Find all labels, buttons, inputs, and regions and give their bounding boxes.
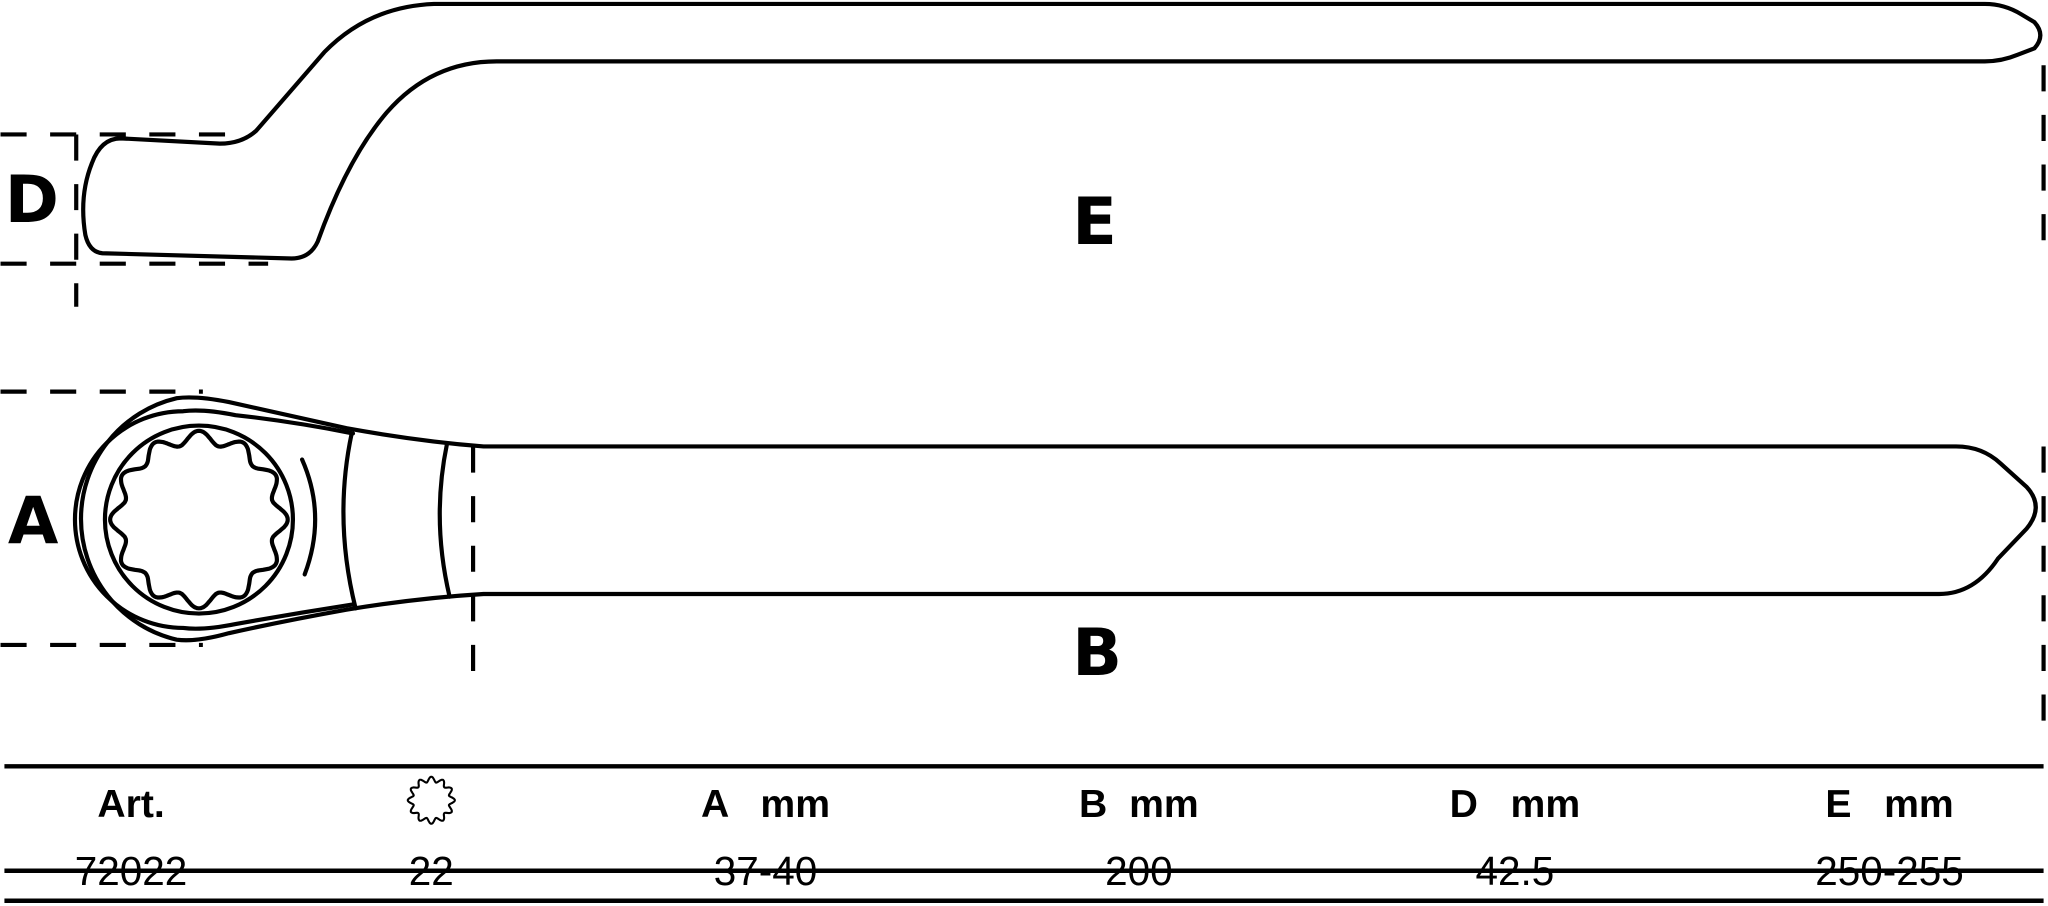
label-a: A — [8, 483, 59, 559]
top-view-outline — [78, 395, 2038, 643]
header-art: Art. — [97, 783, 164, 826]
neck-line-1 — [341, 431, 358, 611]
cell-b: 200 — [1105, 848, 1173, 894]
cell-a: 37-40 — [714, 848, 817, 894]
header-a-mm: A mm — [701, 783, 830, 826]
side-view-wrench: D E — [0, 1, 2046, 307]
header-d-mm: D mm — [1450, 783, 1581, 826]
label-b: B — [1072, 615, 1122, 691]
label-e: E — [1072, 184, 1117, 260]
cell-e: 250-255 — [1815, 848, 1963, 894]
ring-highlight-arc — [299, 457, 318, 577]
ring-circle — [102, 423, 296, 616]
neck-line-2 — [437, 441, 452, 599]
twelve-point-opening — [108, 428, 290, 611]
head-inner-contour — [72, 408, 356, 631]
cell-d: 42.5 — [1475, 848, 1554, 894]
cell-size: 22 — [409, 848, 454, 894]
header-b-mm: B mm — [1079, 783, 1199, 826]
top-view-wrench: A B — [0, 389, 2046, 732]
table-row: 72022 22 37-40 200 42.5 250-255 — [75, 848, 1964, 894]
twelve-point-socket-icon — [406, 775, 456, 825]
header-e-mm: E mm — [1825, 783, 1953, 826]
label-d: D — [5, 162, 59, 238]
spec-table: Art. A mm B mm D mm E mm 72022 22 37-40 … — [4, 764, 2044, 903]
side-view-outline — [81, 1, 2043, 261]
cell-art: 72022 — [75, 848, 188, 894]
